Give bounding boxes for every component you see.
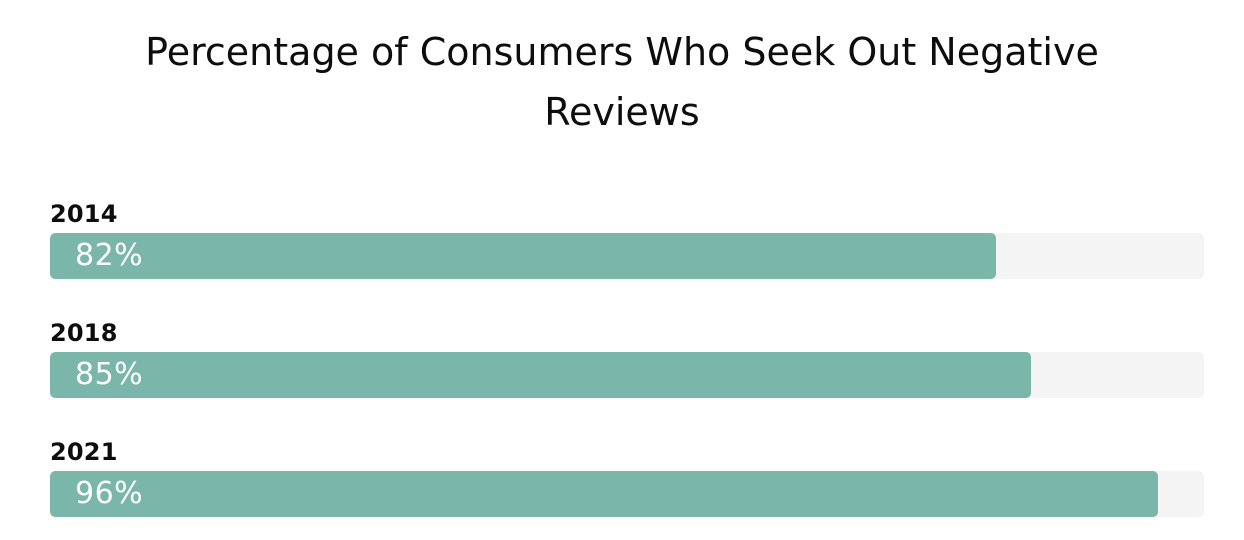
- bar-track: 96%: [50, 471, 1204, 517]
- bar-fill: 96%: [50, 471, 1158, 517]
- bar-fill: 82%: [50, 233, 997, 279]
- category-label: 2021: [50, 438, 118, 466]
- bar-row: 2014 82%: [50, 202, 1204, 279]
- bar-row: 2018 85%: [50, 321, 1204, 398]
- category-label: 2018: [50, 319, 118, 347]
- bar-track: 82%: [50, 233, 1204, 279]
- bar-chart: 2014 82% 2018 85% 2021 96%: [50, 202, 1204, 517]
- bar-value-label: 82%: [75, 238, 144, 273]
- bar-fill: 85%: [50, 352, 1031, 398]
- bar-row: 2021 96%: [50, 440, 1204, 517]
- bar-value-label: 85%: [75, 357, 144, 392]
- category-label: 2014: [50, 200, 118, 228]
- bar-value-label: 96%: [75, 476, 144, 511]
- bar-track: 85%: [50, 352, 1204, 398]
- chart-title: Percentage of Consumers Who Seek Out Neg…: [145, 30, 1099, 134]
